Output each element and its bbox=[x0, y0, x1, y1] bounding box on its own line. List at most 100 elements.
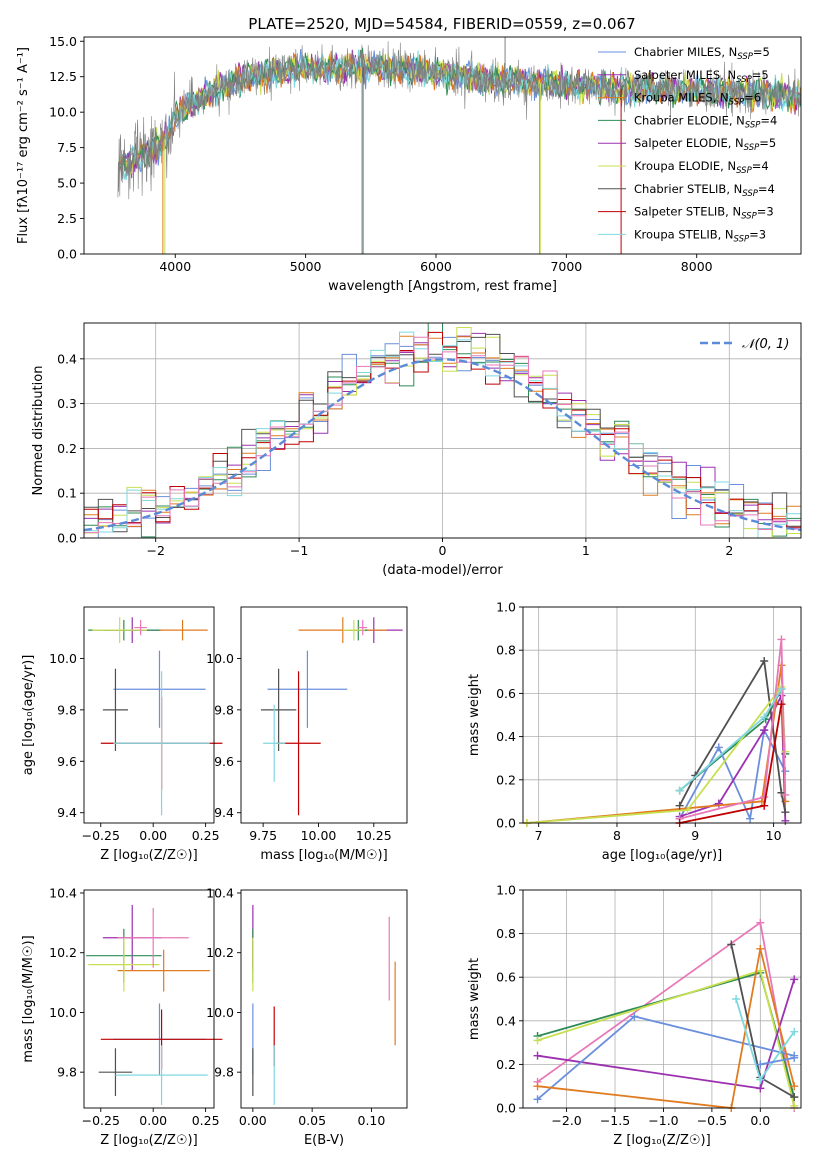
figure-title: PLATE=2520, MJD=54584, FIBERID=0559, z=0… bbox=[248, 15, 635, 33]
mass-weight-point bbox=[790, 1093, 799, 1102]
legend-name: Kroupa ELODIE, N bbox=[634, 159, 736, 173]
observed-spectrum bbox=[117, 41, 801, 200]
legend-subscript: SSP bbox=[734, 234, 750, 244]
age-vs-metallicity-panel: −0.25 0.00 0.25 9.4 9.6 9.8 10.0 Z [log₁₀(Z/Z☉)… bbox=[21, 606, 223, 863]
x-tick-label: −2.0 bbox=[551, 1113, 581, 1128]
y-axis-label: mass [log₁₀(M/M☉)] bbox=[21, 935, 36, 1062]
mass-weight-point bbox=[756, 1075, 765, 1084]
y-axis-label: Flux [fλ10⁻¹⁷ erg cm⁻² s⁻¹ A⁻¹] bbox=[16, 47, 31, 244]
legend-label: Salpeter MILES, NSSP=5 bbox=[634, 68, 769, 85]
x-tick-label: 10 bbox=[766, 828, 782, 843]
y-tick-label: 9.4 bbox=[57, 805, 77, 820]
histogram-step bbox=[84, 336, 801, 534]
x-tick-label: 0.25 bbox=[192, 1113, 220, 1128]
legend-label: Chabrier MILES, NSSP=5 bbox=[634, 45, 770, 62]
legend-label: Kroupa ELODIE, NSSP=4 bbox=[634, 159, 769, 176]
legend-name: Chabrier STELIB, N bbox=[634, 182, 742, 196]
y-tick-label: 5.0 bbox=[57, 176, 77, 191]
mass-vs-ebv-panel: 0.00 0.05 0.10 9.8 10.0 10.2 10.4 E(B-V) bbox=[206, 885, 408, 1148]
y-tick-label: 0.3 bbox=[57, 396, 77, 411]
y-tick-label: 10.0 bbox=[206, 651, 234, 666]
y-tick-label: 7.5 bbox=[57, 140, 77, 155]
x-tick-label: −1.0 bbox=[648, 1113, 678, 1128]
legend-name: Salpeter MILES, N bbox=[634, 68, 736, 82]
y-tick-label: 0.0 bbox=[57, 531, 77, 546]
mass-weight-vs-metallicity-panel: −2.0 −1.5 −1.0 −0.5 0.0 0.0 0.2 0.4 0.6 0.8 1.0 Z [… bbox=[467, 883, 802, 1148]
mass-weight-point bbox=[756, 944, 765, 953]
y-axis-label: age [log₁₀(age/yr)] bbox=[21, 655, 36, 776]
x-axis-label: mass [log₁₀(M/M☉)] bbox=[260, 848, 387, 863]
axes-frame bbox=[240, 889, 408, 1109]
mass-weight-line bbox=[537, 971, 796, 1098]
mass-weight-point bbox=[756, 1060, 765, 1069]
mass-weight-point bbox=[533, 1036, 542, 1045]
normal-curve bbox=[84, 358, 801, 532]
y-tick-label: 0.0 bbox=[496, 816, 516, 831]
y-axis-label: mass weight bbox=[467, 958, 482, 1040]
legend-label: Kroupa STELIB, NSSP=3 bbox=[634, 227, 766, 244]
mass-weight-point bbox=[781, 747, 790, 756]
x-tick-label: −2 bbox=[146, 543, 164, 558]
x-tick-label: 2 bbox=[725, 543, 733, 558]
axes-frame bbox=[83, 889, 215, 1109]
x-tick-label: 9.75 bbox=[249, 828, 277, 843]
legend-subscript: SSP bbox=[737, 52, 753, 62]
x-tick-label: 0.00 bbox=[139, 828, 167, 843]
legend-name: Salpeter STELIB, N bbox=[634, 205, 741, 219]
legend-count: =6 bbox=[744, 91, 761, 105]
mass-weight-point bbox=[777, 635, 786, 644]
mass-weight-point bbox=[683, 806, 692, 815]
x-tick-label: −0.5 bbox=[697, 1113, 727, 1128]
histogram-step bbox=[84, 331, 801, 534]
mass-weight-point bbox=[777, 685, 786, 694]
x-tick-label: 0.05 bbox=[298, 1113, 326, 1128]
y-tick-label: 10.4 bbox=[49, 885, 77, 900]
legend-count: =4 bbox=[760, 113, 777, 127]
x-axis-label: wavelength [Angstrom, rest frame] bbox=[328, 279, 557, 294]
mass-weight-point bbox=[533, 1082, 542, 1091]
y-tick-label: 9.6 bbox=[57, 754, 77, 769]
y-tick-label: 10.2 bbox=[49, 945, 77, 960]
age-vs-mass-panel: 9.75 10.00 10.25 9.4 9.6 9.8 10.0 mass [log₁₀(M… bbox=[206, 606, 408, 863]
mass-weight-point bbox=[790, 975, 799, 984]
mass-weight-line bbox=[537, 979, 796, 1090]
legend-subscript: SSP bbox=[736, 75, 752, 85]
x-axis-label: (data-model)/error bbox=[382, 563, 503, 578]
y-tick-label: 0.2 bbox=[57, 441, 77, 456]
x-tick-label: 1 bbox=[582, 543, 590, 558]
legend-label: Kroupa MILES, NSSP=6 bbox=[634, 91, 761, 108]
y-tick-label: 9.4 bbox=[214, 805, 234, 820]
y-tick-label: 9.8 bbox=[57, 702, 77, 717]
mass-weight-point bbox=[732, 995, 741, 1003]
axes-frame bbox=[83, 606, 215, 824]
x-tick-label: 0.25 bbox=[192, 828, 220, 843]
mass-weight-line bbox=[760, 1057, 795, 1066]
x-tick-label: 0.00 bbox=[139, 1113, 167, 1128]
y-tick-label: 12.5 bbox=[49, 69, 77, 84]
y-tick-label: 9.6 bbox=[214, 754, 234, 769]
y-tick-label: 0.4 bbox=[496, 729, 516, 744]
legend-label: Salpeter ELODIE, NSSP=5 bbox=[634, 136, 776, 153]
mass-weight-point bbox=[760, 793, 769, 802]
legend-subscript: SSP bbox=[736, 166, 752, 176]
mass-weight-point bbox=[714, 743, 723, 752]
y-tick-label: 0.0 bbox=[57, 247, 77, 262]
x-tick-label: 10.00 bbox=[301, 828, 337, 843]
mass-vs-metallicity-panel: −0.25 0.00 0.25 9.8 10.0 10.2 10.4 Z [log₁₀(Z/Z… bbox=[21, 885, 223, 1148]
mass-weight-point bbox=[781, 808, 790, 817]
legend-label: 𝒩(0, 1) bbox=[742, 337, 789, 352]
y-tick-label: 9.8 bbox=[214, 702, 234, 717]
x-axis-label: E(B-V) bbox=[304, 1133, 344, 1148]
x-tick-label: 6000 bbox=[420, 259, 452, 274]
legend-subscript: SSP bbox=[741, 212, 757, 222]
mass-weight-line bbox=[536, 921, 796, 1109]
mass-weight-point bbox=[756, 966, 765, 975]
mass-weight-point bbox=[533, 1051, 542, 1060]
mass-weight-line bbox=[679, 639, 787, 820]
y-tick-label: 10.4 bbox=[206, 885, 234, 900]
y-tick-label: 0.2 bbox=[496, 772, 516, 787]
x-tick-label: 4000 bbox=[159, 259, 191, 274]
mass-weight-point bbox=[533, 1095, 542, 1104]
